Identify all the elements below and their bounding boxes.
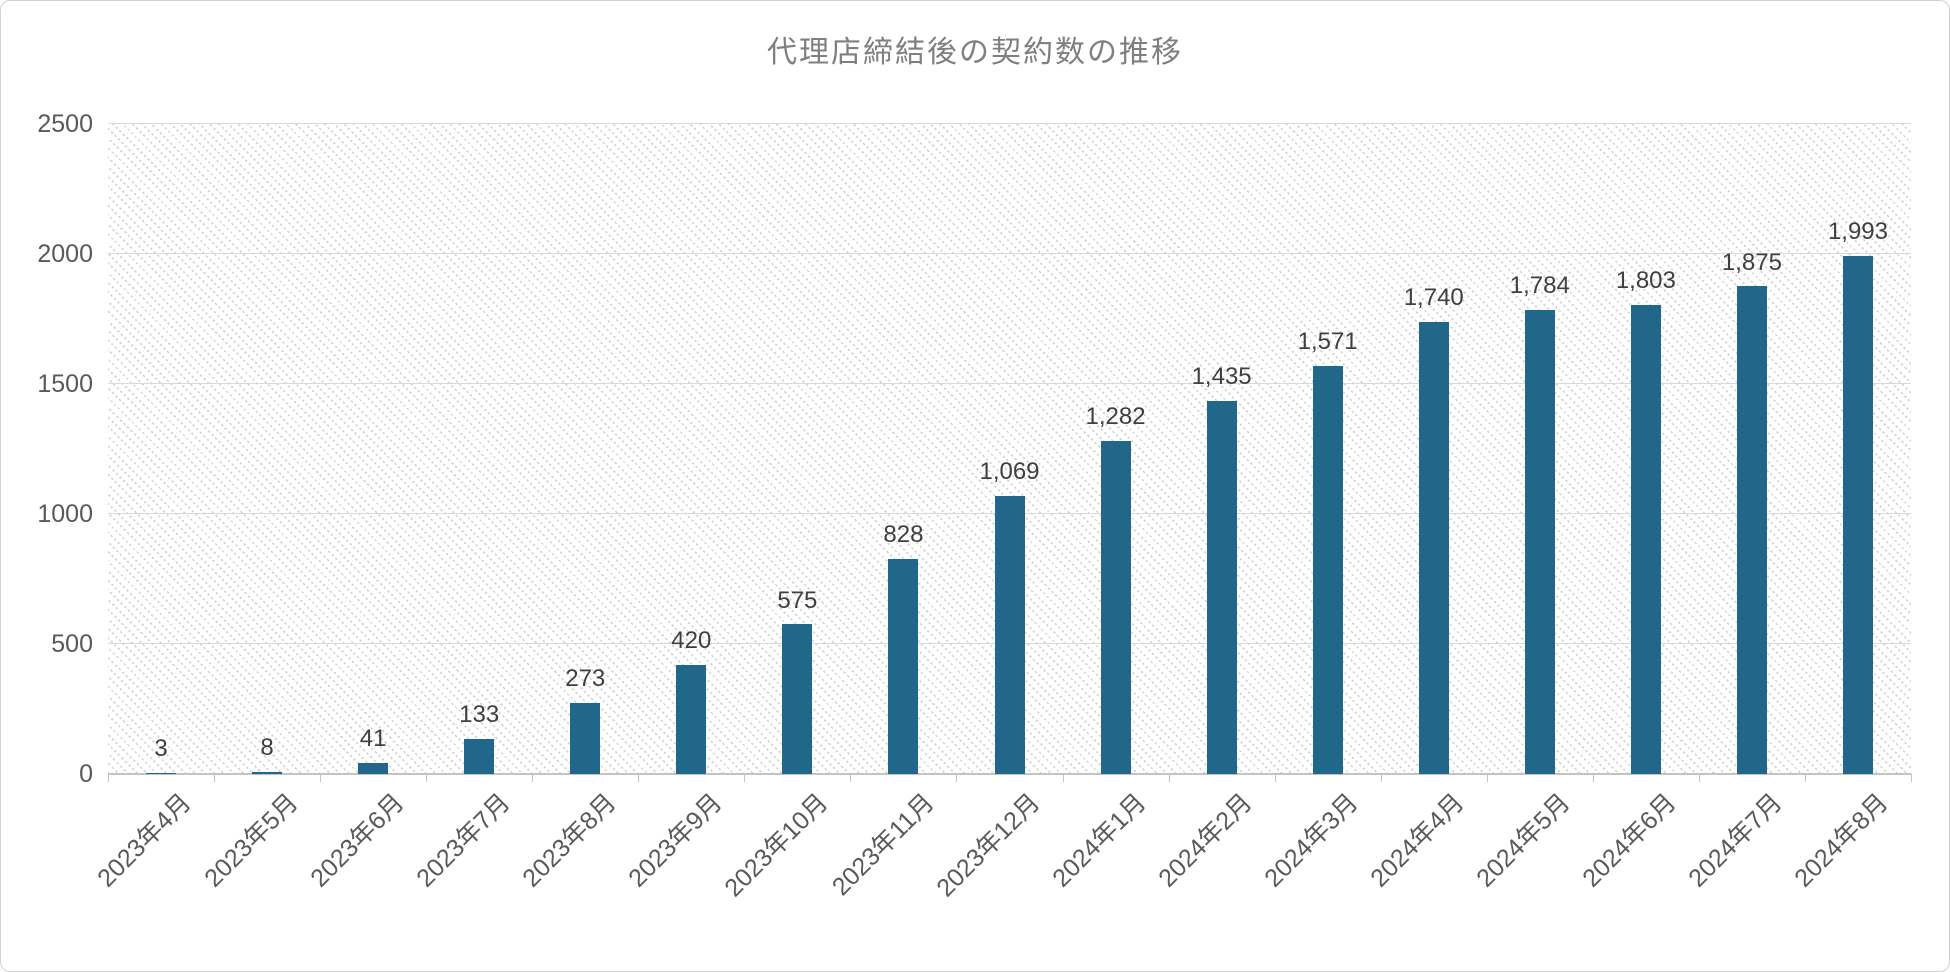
x-axis-tick xyxy=(320,774,322,782)
bar-value-label: 1,740 xyxy=(1403,283,1464,311)
bar-value-label: 828 xyxy=(883,520,924,548)
bar xyxy=(1206,401,1237,774)
bar-value-label: 420 xyxy=(671,626,712,654)
x-category-label: 2023年10月 xyxy=(719,788,834,903)
x-axis-line xyxy=(108,774,1911,775)
bar xyxy=(1100,441,1131,774)
y-tick-label: 1500 xyxy=(37,370,93,398)
x-axis-tick xyxy=(1911,774,1912,782)
x-category-label: 2024年3月 xyxy=(1259,788,1364,893)
x-axis-tick xyxy=(956,774,958,782)
x-axis-tick xyxy=(1062,774,1064,782)
bar xyxy=(1418,322,1449,774)
x-category-label: 2023年5月 xyxy=(198,788,304,893)
bar-value-label: 8 xyxy=(260,733,274,761)
x-axis-tick xyxy=(1168,774,1170,782)
chart-title: 代理店締結後の契約数の推移 xyxy=(767,36,1183,69)
x-axis-tick xyxy=(532,774,534,782)
bar-value-label: 3 xyxy=(154,735,168,763)
x-axis-tick xyxy=(1486,774,1488,782)
x-category-label: 2024年5月 xyxy=(1471,788,1576,893)
bar xyxy=(888,559,919,774)
x-category-label: 2023年7月 xyxy=(410,788,516,893)
bar-value-label: 1,282 xyxy=(1085,402,1146,430)
x-axis-tick xyxy=(1804,774,1806,782)
x-category-label: 2023年12月 xyxy=(931,788,1046,903)
x-category-label: 2023年8月 xyxy=(516,788,622,893)
gridline-2000 xyxy=(108,253,1911,254)
bar-value-label: 1,435 xyxy=(1191,362,1252,390)
y-tick-label: 0 xyxy=(79,760,93,788)
bar xyxy=(570,703,601,774)
bar-value-label: 273 xyxy=(565,665,606,693)
y-tick-label: 500 xyxy=(51,630,93,658)
x-category-label: 2023年9月 xyxy=(623,788,728,893)
x-axis-tick xyxy=(1274,774,1276,782)
x-axis-tick xyxy=(638,774,640,782)
x-category-label: 2023年6月 xyxy=(304,788,410,893)
x-category-label: 2024年7月 xyxy=(1683,788,1788,893)
bar xyxy=(1312,366,1343,774)
x-axis-tick xyxy=(744,774,746,782)
x-category-label: 2024年6月 xyxy=(1577,788,1682,893)
x-category-label: 2023年11月 xyxy=(826,788,940,902)
y-tick-label: 2500 xyxy=(37,110,93,138)
x-category-label: 2023年4月 xyxy=(92,788,198,893)
bar-value-label: 1,875 xyxy=(1721,248,1782,276)
bar-value-label: 1,993 xyxy=(1827,217,1888,245)
bar xyxy=(252,772,283,774)
bar xyxy=(358,763,389,774)
x-axis-tick xyxy=(108,774,109,782)
bar-value-label: 1,571 xyxy=(1297,327,1358,355)
bar xyxy=(1842,256,1873,774)
gridline-1500 xyxy=(108,383,1911,384)
x-axis-tick xyxy=(1380,774,1382,782)
bar xyxy=(464,739,495,774)
x-category-label: 2024年8月 xyxy=(1789,788,1895,893)
x-category-label: 2024年1月 xyxy=(1047,788,1152,893)
bar-value-label: 1,784 xyxy=(1509,272,1570,300)
x-axis-tick xyxy=(1698,774,1700,782)
bar xyxy=(782,624,813,774)
bar xyxy=(1524,310,1555,774)
y-tick-label: 2000 xyxy=(37,240,93,268)
bar xyxy=(1736,286,1767,774)
y-tick-label: 1000 xyxy=(37,500,93,528)
bar-value-label: 133 xyxy=(459,701,500,729)
bar xyxy=(1630,305,1661,774)
x-category-label: 2024年2月 xyxy=(1153,788,1258,893)
gridline-2500 xyxy=(108,123,1911,124)
bar-value-label: 1,069 xyxy=(979,458,1040,486)
x-axis-tick xyxy=(1592,774,1594,782)
bar xyxy=(994,496,1025,774)
bar-value-label: 575 xyxy=(777,586,818,614)
x-category-label: 2024年4月 xyxy=(1365,788,1470,893)
bar xyxy=(676,665,707,774)
x-axis-tick xyxy=(214,774,216,782)
bar-value-label: 1,803 xyxy=(1615,267,1676,295)
plot-area: 3 8 41 133 273 420 575 828 1,069 1,282 1,435 1,571 1… xyxy=(108,123,1911,774)
x-axis-tick xyxy=(850,774,852,782)
bar-value-label: 41 xyxy=(359,725,387,753)
bar xyxy=(146,773,177,774)
x-axis-tick xyxy=(426,774,428,782)
